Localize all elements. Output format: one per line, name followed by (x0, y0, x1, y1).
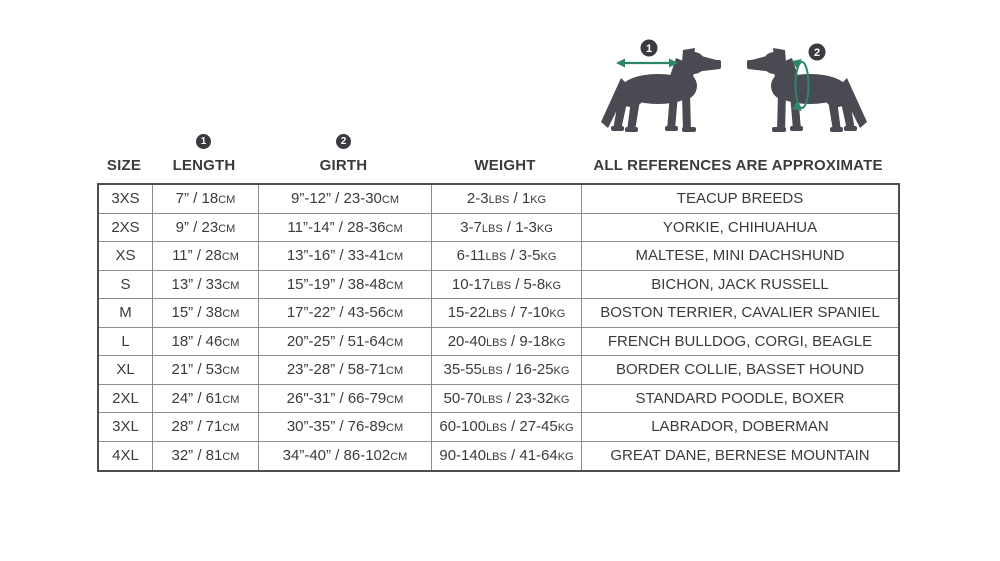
girth-cell: 15”-19” / 38-48cm (259, 270, 432, 299)
length-cell: 32” / 81cm (153, 441, 259, 470)
size-table: 3XS 7” / 18cm 9”-12” / 23-30cm 2-3lbs / … (97, 183, 900, 472)
length-cell: 18” / 46cm (153, 327, 259, 356)
girth-cell: 9”-12” / 23-30cm (259, 185, 432, 214)
badge-2-circle (808, 43, 826, 61)
girth-cell: 34”-40” / 86-102cm (259, 441, 432, 470)
girth-cell: 11”-14” / 28-36cm (259, 213, 432, 242)
breeds-cell: BOSTON TERRIER, CAVALIER SPANIEL (582, 299, 898, 328)
badge-1-label: 1 (646, 43, 652, 55)
breeds-cell: BORDER COLLIE, BASSET HOUND (582, 356, 898, 385)
dog-length-figure: 1 (601, 39, 721, 132)
length-cell: 9” / 23cm (153, 213, 259, 242)
length-arrow-icon (616, 58, 678, 68)
badge-1-circle (640, 39, 658, 57)
length-marker-badge: 1 (196, 134, 211, 149)
weight-cell: 3-7lbs / 1-3kg (432, 213, 582, 242)
size-cell: 2XL (99, 384, 153, 413)
girth-cell: 20”-25” / 51-64cm (259, 327, 432, 356)
size-cell: M (99, 299, 153, 328)
size-cell: XL (99, 356, 153, 385)
badge-2-label: 2 (814, 47, 820, 59)
size-cell: XS (99, 242, 153, 271)
weight-cell: 50-70lbs / 23-32kg (432, 384, 582, 413)
column-header-girth: GIRTH (319, 156, 368, 174)
girth-cell: 23”-28” / 58-71cm (259, 356, 432, 385)
breeds-cell: TEACUP BREEDS (582, 185, 898, 214)
weight-cell: 15-22lbs / 7-10kg (432, 299, 582, 328)
size-cell: 2XS (99, 213, 153, 242)
girth-cell: 30”-35” / 76-89cm (259, 413, 432, 442)
column-header-length: LENGTH (172, 156, 236, 174)
weight-cell: 10-17lbs / 5-8kg (432, 270, 582, 299)
size-cell: 3XS (99, 185, 153, 214)
length-cell: 13” / 33cm (153, 270, 259, 299)
length-cell: 15” / 38cm (153, 299, 259, 328)
breeds-cell: MALTESE, MINI DACHSHUND (582, 242, 898, 271)
weight-cell: 35-55lbs / 16-25kg (432, 356, 582, 385)
girth-marker-badge: 2 (336, 134, 351, 149)
weight-cell: 90-140lbs / 41-64kg (432, 441, 582, 470)
girth-cell: 17”-22” / 43-56cm (259, 299, 432, 328)
column-header-weight: WEIGHT (474, 156, 536, 174)
dog-girth-figure: 2 (747, 43, 867, 132)
dog-silhouette (747, 48, 867, 132)
weight-cell: 6-11lbs / 3-5kg (432, 242, 582, 271)
length-cell: 28” / 71cm (153, 413, 259, 442)
column-header-size: SIZE (106, 156, 142, 174)
table-header-row: SIZE LENGTH GIRTH WEIGHT ALL REFERENCES … (97, 152, 896, 178)
breeds-cell: YORKIE, CHIHUAHUA (582, 214, 898, 242)
girth-ellipse-icon (792, 59, 810, 111)
breeds-cell: STANDARD POODLE, BOXER (582, 385, 898, 413)
size-cell: S (99, 270, 153, 299)
column-header-reference: ALL REFERENCES ARE APPROXIMATE (593, 156, 883, 174)
size-cell: L (99, 327, 153, 356)
girth-cell: 13”-16” / 33-41cm (259, 242, 432, 271)
breeds-cell: BICHON, JACK RUSSELL (582, 271, 898, 299)
length-cell: 24” / 61cm (153, 384, 259, 413)
girth-cell: 26"-31” / 66-79cm (259, 384, 432, 413)
breeds-cell: FRENCH BULLDOG, CORGI, BEAGLE (582, 328, 898, 356)
weight-cell: 60-100lbs / 27-45kg (432, 413, 582, 442)
weight-cell: 20-40lbs / 9-18kg (432, 327, 582, 356)
size-cell: 4XL (99, 441, 153, 470)
dog-silhouette (601, 48, 721, 132)
breeds-cell: LABRADOR, DOBERMAN (582, 413, 898, 442)
length-cell: 21” / 53cm (153, 356, 259, 385)
length-cell: 11” / 28cm (153, 242, 259, 271)
length-cell: 7” / 18cm (153, 185, 259, 214)
size-cell: 3XL (99, 413, 153, 442)
breeds-cell: GREAT DANE, BERNESE MOUNTAIN (610, 447, 870, 465)
weight-cell: 2-3lbs / 1kg (432, 185, 582, 214)
